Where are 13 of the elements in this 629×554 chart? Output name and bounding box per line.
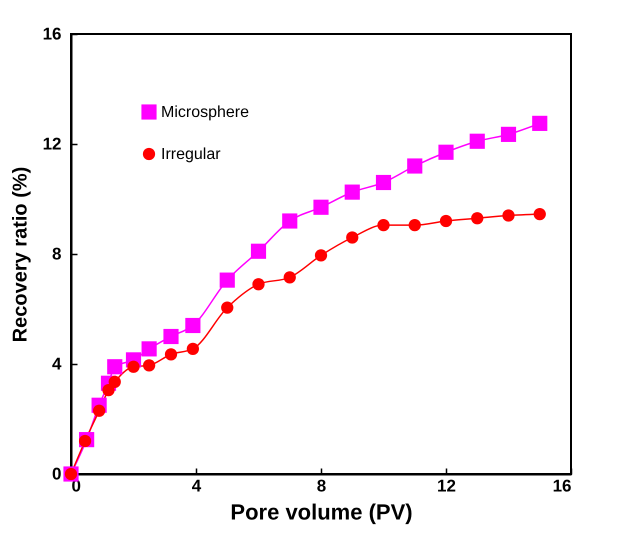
- x-axis-title: Pore volume (PV): [230, 500, 413, 524]
- y-tick-label: 4: [52, 354, 62, 374]
- y-tick-label: 12: [42, 134, 62, 154]
- y-axis-title: Recovery ratio (%): [10, 166, 32, 342]
- x-tick-label: 16: [552, 476, 572, 496]
- y-tick-label: 8: [52, 244, 62, 264]
- x-tick-label: 8: [316, 476, 326, 496]
- legend-label: Microsphere: [161, 104, 250, 121]
- y-tick-label: 16: [42, 24, 62, 44]
- x-tick-label: 12: [437, 476, 456, 496]
- x-tick-label: 4: [192, 476, 202, 496]
- legend-label: Irregular: [161, 146, 222, 163]
- y-tick-label: 0: [52, 464, 62, 484]
